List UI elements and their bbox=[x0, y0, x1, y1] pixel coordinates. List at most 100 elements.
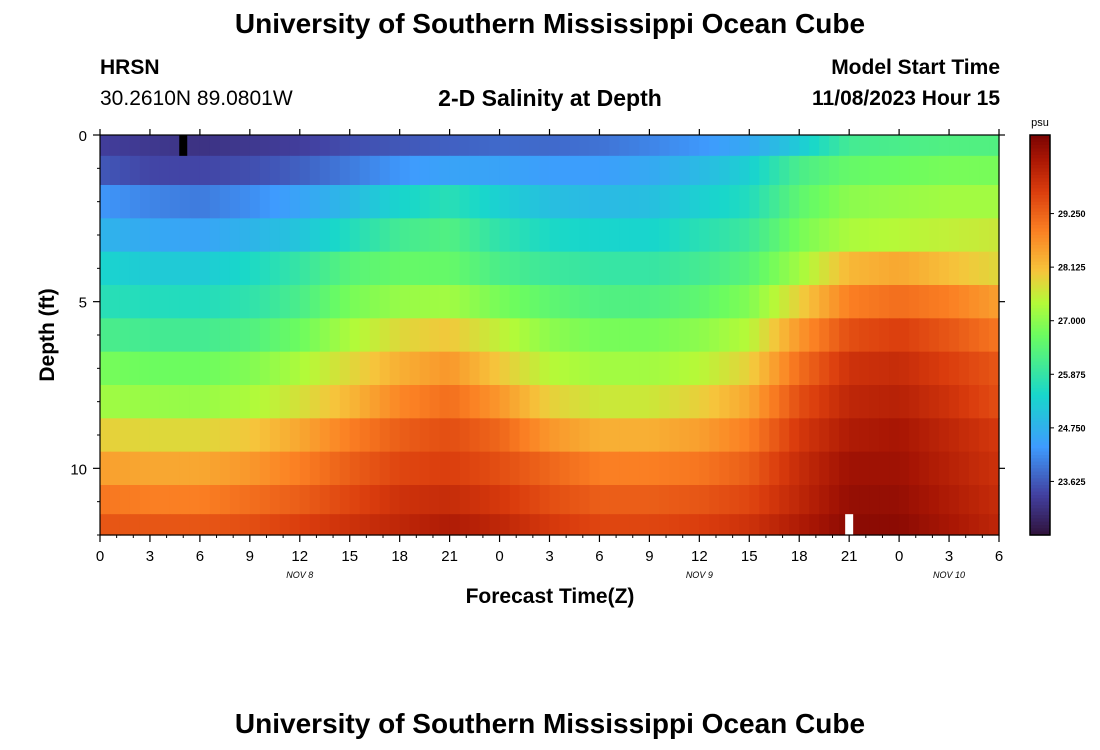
colorbar-segment bbox=[1030, 461, 1050, 466]
heatmap-cell bbox=[829, 155, 840, 186]
heatmap-cell bbox=[309, 418, 321, 453]
heatmap-cell bbox=[879, 155, 890, 186]
y-tick-label: 0 bbox=[79, 128, 87, 145]
heatmap-cell bbox=[819, 514, 830, 536]
heatmap-cell bbox=[459, 418, 471, 453]
heatmap-cell bbox=[299, 418, 311, 453]
heatmap-cell bbox=[589, 155, 601, 186]
heatmap-cell bbox=[639, 251, 650, 286]
colorbar-segment bbox=[1030, 531, 1050, 536]
heatmap-cell bbox=[929, 385, 940, 419]
heatmap-cell bbox=[379, 385, 391, 419]
colorbar-segment bbox=[1030, 305, 1050, 309]
heatmap-cell bbox=[679, 218, 690, 253]
heatmap-cell bbox=[229, 451, 241, 486]
colorbar-segment bbox=[1030, 381, 1050, 386]
heatmap-cell bbox=[399, 285, 411, 319]
colorbar-segment bbox=[1030, 431, 1050, 436]
heatmap-cell bbox=[979, 251, 990, 286]
x-tick-label: 6 bbox=[995, 548, 1003, 565]
colorbar-segment bbox=[1030, 295, 1050, 299]
heatmap-cell bbox=[779, 418, 790, 453]
heatmap-cell bbox=[139, 385, 151, 419]
heatmap-cell bbox=[399, 514, 411, 536]
heatmap-cell bbox=[239, 451, 251, 486]
heatmap-cell bbox=[449, 251, 461, 286]
heatmap-cell bbox=[659, 218, 670, 253]
heatmap-cell bbox=[569, 135, 581, 157]
heatmap-cell bbox=[219, 485, 231, 515]
heatmap-cell bbox=[269, 135, 281, 157]
heatmap-cell bbox=[199, 514, 211, 536]
heatmap-cell bbox=[809, 185, 820, 219]
heatmap-cell bbox=[939, 251, 950, 286]
heatmap-cell bbox=[100, 514, 111, 536]
heatmap-cell bbox=[939, 451, 950, 486]
colorbar-segment bbox=[1030, 155, 1050, 159]
heatmap-cell bbox=[839, 514, 850, 536]
heatmap-cell bbox=[729, 451, 740, 486]
heatmap-cell bbox=[609, 135, 621, 157]
heatmap-cell bbox=[129, 251, 141, 286]
heatmap-cell bbox=[699, 485, 710, 515]
heatmap-cell bbox=[399, 451, 411, 486]
heatmap-cell bbox=[369, 251, 381, 286]
x-tick-label: 21 bbox=[841, 548, 858, 565]
heatmap-cell bbox=[129, 351, 141, 386]
heatmap-cell bbox=[159, 351, 171, 386]
heatmap-cell bbox=[889, 485, 900, 515]
heatmap-cell bbox=[739, 251, 750, 286]
heatmap-cell bbox=[259, 385, 271, 419]
heatmap-cell bbox=[109, 135, 121, 157]
heatmap-cell bbox=[189, 218, 201, 253]
heatmap-cell bbox=[289, 318, 301, 353]
heatmap-cell bbox=[589, 218, 601, 253]
heatmap-cell bbox=[469, 318, 481, 353]
heatmap-cell bbox=[859, 485, 870, 515]
heatmap-cell bbox=[909, 385, 920, 419]
heatmap-cell bbox=[359, 318, 371, 353]
heatmap-cell bbox=[469, 285, 481, 319]
heatmap-cell bbox=[949, 451, 960, 486]
heatmap-cell bbox=[559, 185, 571, 219]
heatmap-cell bbox=[689, 318, 700, 353]
heatmap-cell bbox=[769, 135, 780, 157]
heatmap-cell bbox=[100, 385, 111, 419]
heatmap-cell bbox=[109, 155, 121, 186]
heatmap-cell bbox=[559, 351, 571, 386]
heatmap-cell bbox=[919, 485, 930, 515]
x-tick-label: 15 bbox=[341, 548, 358, 565]
heatmap-cell bbox=[319, 218, 331, 253]
heatmap-cell bbox=[639, 451, 650, 486]
heatmap-cell bbox=[399, 318, 411, 353]
heatmap-cell bbox=[699, 318, 710, 353]
heatmap-cell bbox=[509, 514, 521, 536]
heatmap-cell bbox=[109, 185, 121, 219]
heatmap-cell bbox=[819, 318, 830, 353]
heatmap-cell bbox=[549, 285, 561, 319]
salinity-chart: 0 3 6 9 12 15 18 21 0 3 6 9 12 15 18 21 0 3 6 NOV 8 NOV 9 NOV… bbox=[70, 117, 1085, 580]
heatmap-cell bbox=[989, 351, 1000, 386]
colorbar-segment bbox=[1030, 328, 1050, 333]
colorbar-segment bbox=[1030, 165, 1050, 169]
colorbar-segment bbox=[1030, 248, 1050, 253]
heatmap-cell bbox=[229, 135, 241, 157]
heatmap-cell bbox=[209, 285, 221, 319]
heatmap-cell bbox=[329, 135, 341, 157]
colorbar-unit: psu bbox=[1031, 117, 1049, 129]
heatmap-cell bbox=[309, 135, 321, 157]
heatmap-cell bbox=[389, 285, 401, 319]
heatmap-cell bbox=[659, 418, 670, 453]
heatmap-cell bbox=[869, 251, 880, 286]
heatmap-cell bbox=[629, 485, 640, 515]
heatmap-cell bbox=[389, 451, 401, 486]
heatmap-cell bbox=[689, 418, 700, 453]
heatmap-cell bbox=[649, 135, 660, 157]
heatmap-cell bbox=[199, 251, 211, 286]
colorbar-segment bbox=[1030, 211, 1050, 216]
heatmap-cell bbox=[819, 451, 830, 486]
heatmap-cell bbox=[969, 485, 980, 515]
heatmap-cell bbox=[939, 318, 950, 353]
heatmap-cell bbox=[199, 351, 211, 386]
heatmap-cell bbox=[249, 155, 261, 186]
